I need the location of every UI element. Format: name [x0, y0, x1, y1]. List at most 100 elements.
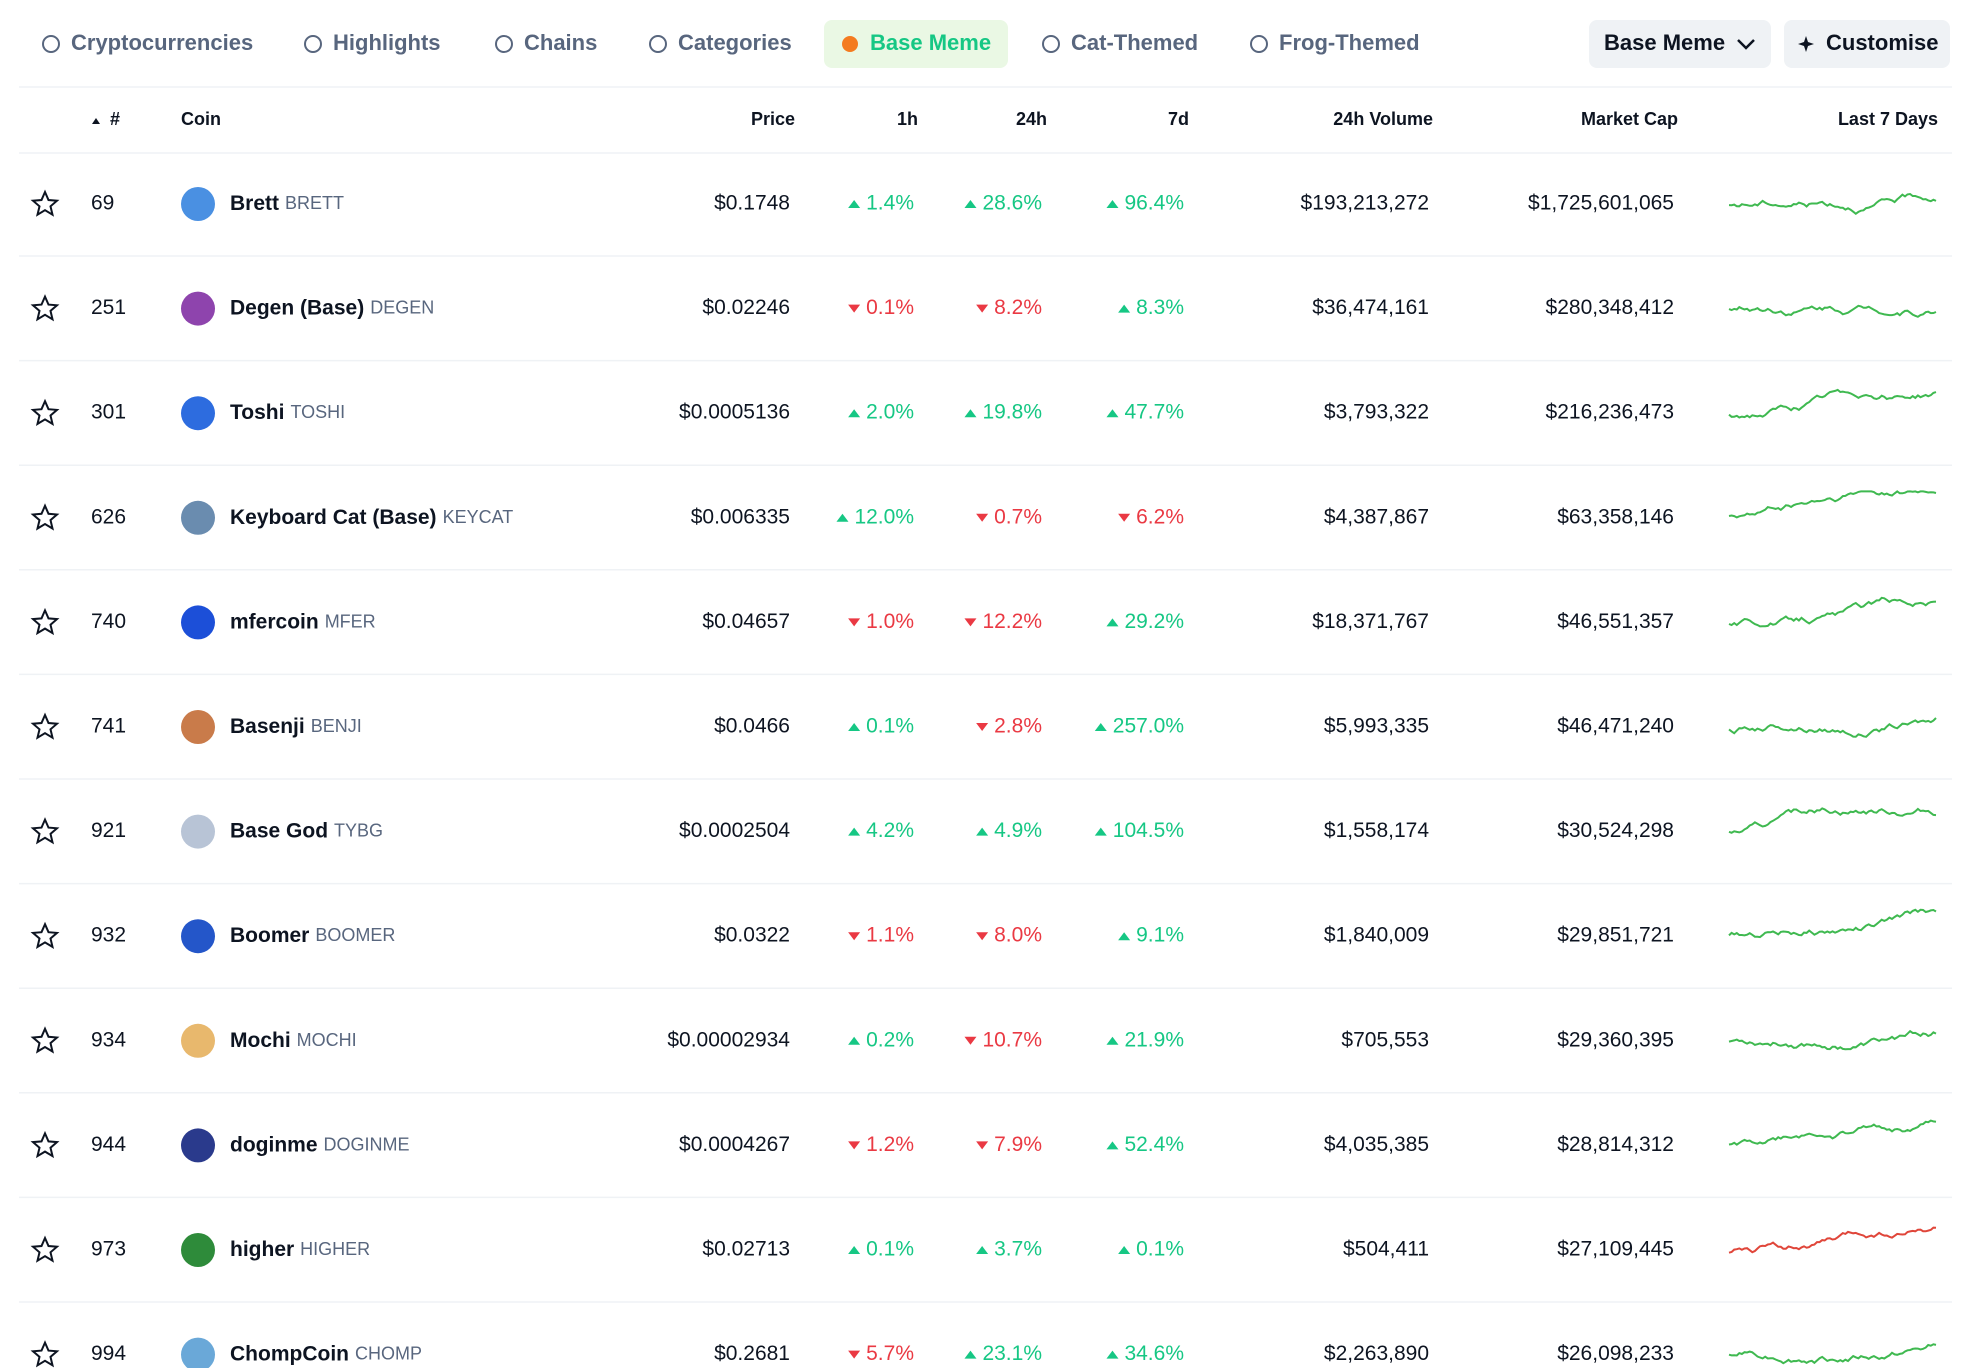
table-row[interactable]: 973 higher HIGHER $0.02713 $504,411 $27,109,4…	[19, 1226, 1952, 1303]
price: $0.00002934	[667, 1028, 790, 1051]
coin-name[interactable]: Mochi MOCHI	[230, 1028, 357, 1051]
table-row[interactable]: 251 Degen (Base) DEGEN $0.02246 $36,474,161 $…	[19, 291, 1952, 362]
tab[interactable]: Frog-Themed	[1279, 30, 1420, 55]
dropdown-bg[interactable]	[1589, 20, 1771, 68]
customise-bg[interactable]	[1784, 20, 1950, 68]
coin-name[interactable]: higher HIGHER	[230, 1238, 370, 1261]
column-header[interactable]: 7d	[1168, 109, 1189, 129]
change: 0.1%	[1136, 1238, 1184, 1261]
column-header[interactable]: Price	[751, 109, 795, 129]
volume: $193,213,272	[1301, 192, 1429, 215]
sparkline	[1728, 388, 1937, 419]
table-row[interactable]: 740 mfercoin MFER $0.04657 $18,371,767 $46,55…	[19, 596, 1952, 676]
rank: 69	[91, 192, 114, 215]
sparkline	[1728, 717, 1937, 738]
table-row[interactable]: 626 Keyboard Cat (Base) KEYCAT $0.006335 $4,…	[19, 490, 1952, 571]
star-icon[interactable]	[30, 503, 60, 531]
star-icon[interactable]	[30, 712, 60, 740]
customise-button[interactable]: Customise	[1826, 30, 1938, 55]
star-icon[interactable]	[30, 189, 60, 217]
coin-name[interactable]: Toshi TOSHI	[230, 401, 345, 424]
coin-symbol: CHOMP	[355, 1343, 422, 1363]
sort-arrow[interactable]	[92, 118, 100, 124]
change-arrow	[1106, 1350, 1119, 1359]
change: 96.4%	[1124, 192, 1184, 215]
coin-title: Base God	[230, 819, 328, 842]
price: $0.02713	[702, 1238, 790, 1261]
coin-name[interactable]: Basenji BENJI	[230, 715, 362, 738]
table-row[interactable]: 932 Boomer BOOMER $0.0322 $1,840,009 $29,851,…	[19, 908, 1952, 989]
column-header[interactable]: Last 7 Days	[1838, 109, 1938, 129]
column-header[interactable]: 24h Volume	[1333, 109, 1433, 129]
change: 29.2%	[1124, 610, 1184, 633]
table-row[interactable]: 741 Basenji BENJI $0.0466 $5,993,335 $46,471,…	[19, 710, 1952, 780]
table-row[interactable]: 301 Toshi TOSHI $0.0005136 $3,793,322 $216,23…	[19, 388, 1952, 466]
table-row[interactable]: 944 doginme DOGINME $0.0004267 $4,035,385 $28…	[19, 1119, 1952, 1199]
coin-name[interactable]: Base God TYBG	[230, 819, 383, 842]
star-icon[interactable]	[30, 1235, 60, 1263]
table-row[interactable]: 994 ChompCoin CHOMP $0.2681 $2,263,890 $26,09…	[19, 1337, 1952, 1368]
tab[interactable]: Base Meme	[870, 30, 991, 55]
tab-icon	[1042, 35, 1060, 53]
tab[interactable]: Categories	[678, 30, 792, 55]
star-icon[interactable]	[30, 1340, 60, 1368]
change: 21.9%	[1124, 1028, 1184, 1051]
coin-name[interactable]: Keyboard Cat (Base) KEYCAT	[230, 505, 513, 528]
change-arrow	[1094, 827, 1107, 836]
star-icon[interactable]	[30, 398, 60, 426]
coin-icon	[181, 919, 215, 954]
star-icon[interactable]	[30, 817, 60, 845]
column-header[interactable]: 1h	[897, 109, 918, 129]
coin-name[interactable]: ChompCoin CHOMP	[230, 1342, 422, 1365]
tab[interactable]: Cryptocurrencies	[71, 30, 253, 55]
column-header[interactable]: #	[110, 109, 120, 129]
coin-symbol: BENJI	[311, 716, 362, 736]
coin-icon	[181, 1233, 215, 1267]
column-header[interactable]: Market Cap	[1581, 109, 1678, 129]
star-icon[interactable]	[30, 607, 60, 636]
sparkline	[1728, 1343, 1937, 1365]
price: $0.0466	[714, 715, 790, 738]
change-arrow	[976, 932, 989, 941]
table-row[interactable]: 69 Brett BRETT $0.1748 $193,213,272 $1,725,60…	[19, 187, 1952, 257]
tab-icon	[42, 35, 60, 53]
column-header[interactable]: 24h	[1016, 109, 1047, 129]
tab-icon	[495, 35, 513, 53]
coin-title: Mochi	[230, 1028, 291, 1051]
rank: 251	[91, 296, 126, 319]
volume: $18,371,767	[1312, 610, 1429, 633]
change: 1.4%	[866, 192, 914, 215]
market-cap: $29,851,721	[1557, 924, 1674, 947]
star-icon[interactable]	[30, 921, 60, 949]
tab[interactable]: Highlights	[333, 30, 441, 55]
chevron	[1737, 39, 1755, 50]
coin-name[interactable]: Degen (Base) DEGEN	[230, 296, 434, 319]
change: 2.8%	[994, 715, 1042, 738]
coin-name[interactable]: Boomer BOOMER	[230, 924, 395, 947]
star-icon[interactable]	[30, 1026, 60, 1054]
coin-name[interactable]: mfercoin MFER	[230, 610, 376, 633]
coin-icon	[181, 1128, 215, 1163]
star-icon[interactable]	[30, 1130, 60, 1159]
coin-name[interactable]: doginme DOGINME	[230, 1133, 410, 1156]
column-header[interactable]: Coin	[181, 109, 221, 129]
tab[interactable]: Cat-Themed	[1071, 30, 1198, 55]
coin-title: Keyboard Cat (Base)	[230, 505, 437, 528]
change: 4.9%	[994, 819, 1042, 842]
coin-name[interactable]: Brett BRETT	[230, 192, 344, 215]
sparkline	[1728, 807, 1937, 834]
dropdown[interactable]: Base Meme	[1604, 30, 1725, 55]
table-row[interactable]: 921 Base God TYBG $0.0002504 $1,558,174 $30,5…	[19, 807, 1952, 885]
table-row[interactable]: 934 Mochi MOCHI $0.00002934 $705,553 $29,360,…	[19, 1023, 1952, 1094]
coin-symbol: HIGHER	[300, 1239, 370, 1259]
change: 8.2%	[994, 296, 1042, 319]
rank: 301	[91, 401, 126, 424]
tab[interactable]: Chains	[524, 30, 597, 55]
change-arrow	[1106, 1141, 1119, 1150]
change-arrow	[1106, 618, 1119, 627]
sparkline	[1728, 1226, 1937, 1254]
rank: 626	[91, 505, 126, 528]
change: 8.3%	[1136, 296, 1184, 319]
star-icon[interactable]	[30, 294, 60, 322]
